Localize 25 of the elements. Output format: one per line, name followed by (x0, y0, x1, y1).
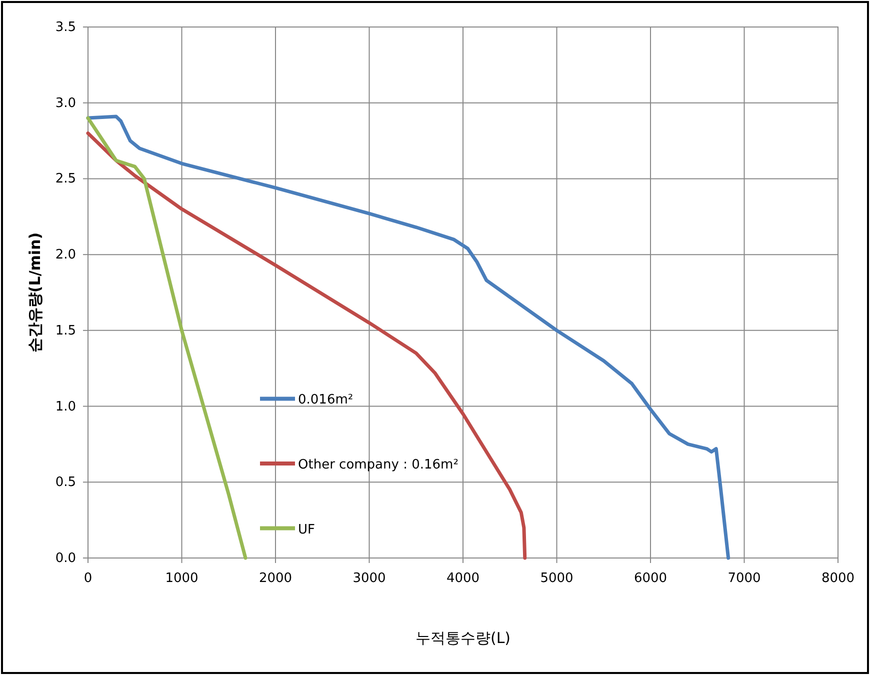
x-tick-label: 8000 (821, 571, 855, 586)
y-tick-label: 1.0 (55, 399, 76, 414)
x-tick-label: 2000 (258, 571, 292, 586)
x-tick-label: 3000 (352, 571, 386, 586)
y-tick-label: 0.5 (55, 475, 76, 490)
x-tick-label: 1000 (165, 571, 198, 586)
line-series (86, 131, 527, 560)
line-series (86, 114, 730, 560)
y-tick-label: 1.5 (55, 323, 76, 338)
x-tick-label: 4000 (446, 571, 480, 586)
line-series (86, 116, 248, 560)
y-tick-label: 3.5 (55, 20, 76, 35)
x-tick-label: 6000 (634, 571, 668, 586)
x-tick-label: 5000 (540, 571, 574, 586)
x-tick-label: 7000 (728, 571, 761, 586)
y-tick-label: 3.0 (55, 96, 76, 111)
y-tick-label: 2.5 (55, 172, 76, 187)
y-tick-label: 0.0 (55, 551, 76, 566)
y-tick-label: 2.0 (55, 248, 76, 263)
x-tick-label: 0 (84, 571, 92, 586)
y-axis-title: 순간유량(L/min) (26, 232, 44, 353)
legend-label: 0.016m² (298, 392, 354, 408)
legend-label: Other company : 0.16m² (298, 458, 458, 472)
legend-label: UF (298, 522, 315, 538)
x-axis-title: 누적통수량(L) (415, 629, 511, 647)
